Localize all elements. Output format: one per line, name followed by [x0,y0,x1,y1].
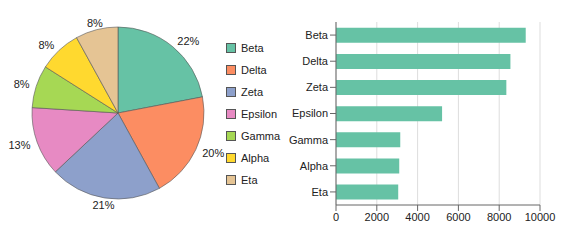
html-text:Eta: Eta [241,174,258,186]
html-text:Gamma: Gamma [241,130,281,142]
svg-text:2000: 2000 [365,211,389,223]
html-text:Delta: Delta [241,64,267,76]
html-text:Epsilon: Epsilon [241,108,278,120]
svg-text:Alpha: Alpha [300,160,329,172]
svg-text:8%: 8% [38,39,54,51]
svg-text:13%: 13% [8,139,30,151]
svg-text:Gamma: Gamma [289,134,329,146]
svg-text:Delta: Delta [302,55,329,67]
svg-text:0: 0 [333,211,339,223]
svg-text:21%: 21% [92,199,114,211]
svg-text:8000: 8000 [487,211,511,223]
svg-text:Zeta: Zeta [306,81,329,93]
svg-text:10000: 10000 [525,211,556,223]
svg-text:20%: 20% [202,147,224,159]
html-text:Beta: Beta [241,42,264,54]
svg-text:8%: 8% [87,17,103,29]
svg-text:22%: 22% [177,35,199,47]
svg-text:Beta: Beta [305,29,329,41]
svg-text:Epsilon: Epsilon [292,107,328,119]
html-text:Alpha: Alpha [241,152,270,164]
svg-text:4000: 4000 [405,211,429,223]
svg-text:8%: 8% [14,78,30,90]
svg-text:6000: 6000 [446,211,470,223]
svg-text:Eta: Eta [311,186,328,198]
html-text:Zeta: Zeta [241,86,263,98]
